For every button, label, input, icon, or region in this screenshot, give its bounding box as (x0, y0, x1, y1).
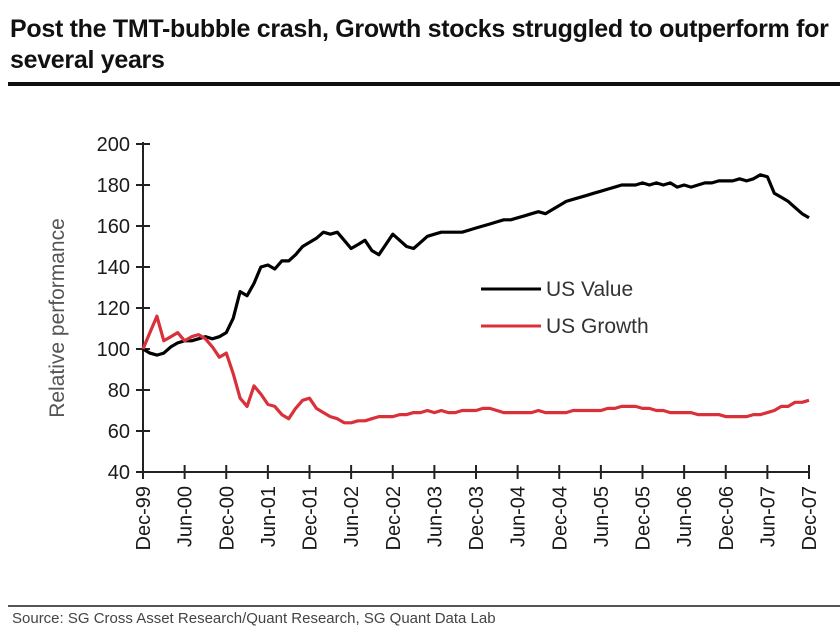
y-tick-label: 80 (108, 380, 130, 402)
y-tick-label: 120 (97, 298, 130, 320)
x-tick-label: Dec-01 (300, 486, 322, 550)
x-tick-label: Jun-04 (508, 486, 530, 547)
y-tick-label: 100 (97, 339, 130, 361)
x-tick-label: Dec-99 (133, 486, 155, 550)
x-tick-label: Jun-02 (341, 486, 363, 547)
y-tick-label: 60 (108, 421, 130, 443)
axes: 40 60 80 100 120 140 160 180 200 Dec-99 Jun-00 Dec-… (97, 134, 821, 550)
x-tick-label: Dec-05 (633, 486, 655, 550)
chart-title: Post the TMT-bubble crash, Growth stocks… (10, 15, 829, 74)
x-tick-label: Dec-04 (549, 486, 571, 550)
source-note: Source: SG Cross Asset Research/Quant Re… (12, 610, 496, 627)
series-lines (141, 173, 810, 425)
x-tick-label: Jun-07 (757, 486, 779, 547)
footer-divider (8, 605, 840, 607)
x-tick-label: Jun-01 (258, 486, 280, 547)
legend-label-us-value: US Value (546, 278, 633, 301)
y-tick-label: 40 (108, 462, 130, 484)
title-divider (8, 82, 840, 86)
x-tick-label: Dec-03 (466, 486, 488, 550)
y-tick-label: 180 (97, 175, 130, 197)
x-tick-label: Dec-02 (383, 486, 405, 550)
x-tick-label: Dec-00 (216, 486, 238, 550)
x-tick-label: Dec-07 (799, 486, 821, 550)
y-axis-title: Relative performance (46, 218, 69, 418)
x-tick-label: Jun-06 (674, 486, 696, 547)
series-line-us-value (142, 173, 810, 357)
y-tick-label: 200 (97, 134, 130, 156)
series-line-us-growth (141, 314, 810, 425)
legend-label-us-growth: US Growth (546, 315, 649, 338)
y-tick-label: 140 (97, 257, 130, 279)
y-tick-label: 160 (97, 216, 130, 238)
line-chart: 40 60 80 100 120 140 160 180 200 Dec-99 Jun-00 Dec-… (46, 134, 821, 550)
legend: US Value US Growth (481, 278, 649, 338)
x-tick-label: Dec-06 (716, 486, 738, 550)
x-tick-label: Jun-03 (424, 486, 446, 547)
x-tick-label: Jun-05 (591, 486, 613, 547)
x-tick-label: Jun-00 (175, 486, 197, 547)
